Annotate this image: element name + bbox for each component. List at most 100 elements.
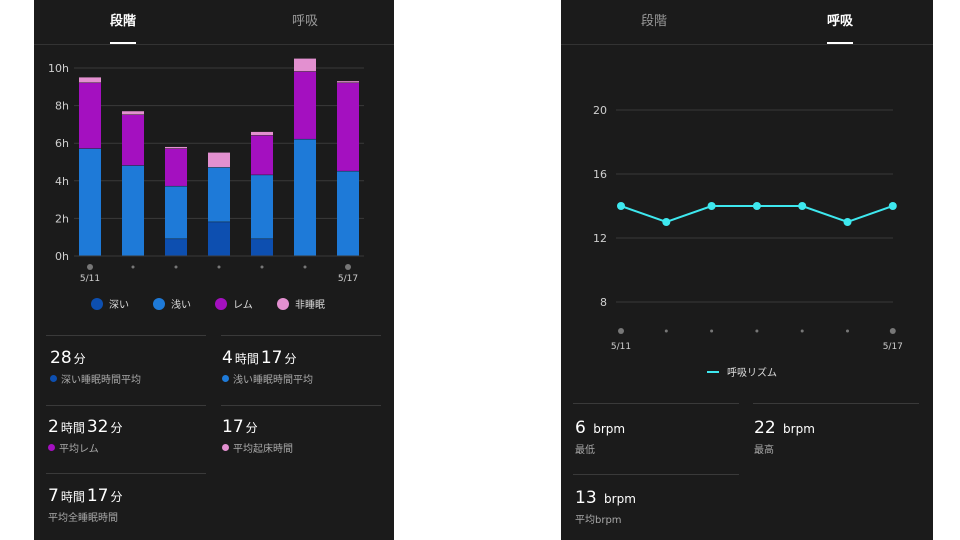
bar-segment [122,115,144,166]
legend-deep-label: 深い [109,300,129,311]
bar-segment [251,239,273,256]
legend-deep-swatch [91,297,103,310]
divider [221,335,381,336]
bar-segment [208,167,230,222]
bar-segment [122,111,144,115]
legend-awake: 非睡眠 [277,296,325,311]
x-tick-dot [710,329,714,333]
x-tick-dot [174,265,178,269]
bar-segment [251,135,273,175]
legend-breathing-label: 呼吸リズム [727,368,777,379]
x-tick-dot [131,265,135,269]
y-tick-label: 6h [55,137,69,150]
stat-value: 22 brpm [754,418,815,438]
stat-value: 17 分 [222,417,258,437]
bar-segment [79,77,101,83]
bar-segment [251,175,273,239]
stat-dot [48,444,55,451]
tab-breathing[interactable]: 呼吸 [826,14,854,29]
y-tick-label: 20 [593,104,607,117]
x-tick-dot [345,264,351,270]
data-point [617,202,625,210]
stat-label: 平均起床時間 [233,444,293,455]
active-tab-indicator [827,42,853,44]
x-tick-dot [618,328,624,334]
x-tick-label: 5/17 [338,274,358,282]
legend-awake-label: 非睡眠 [295,300,325,311]
stat-label: 平均全睡眠時間 [48,513,118,524]
stat-min-breath: 6 brpm 最低 [575,418,627,456]
divider [221,405,381,406]
y-tick-label: 4h [55,175,69,188]
tab-stages[interactable]: 段階 [109,14,137,29]
legend-light-swatch [153,297,165,310]
bar-segment [79,83,101,149]
y-tick-label: 0h [55,250,69,263]
stage-legend: 深い 浅い レム 非睡眠 [91,296,325,311]
y-tick-label: 12 [593,232,607,245]
y-tick-label: 2h [55,212,69,225]
data-point [662,218,671,226]
active-tab-indicator [110,42,136,44]
bar-segment [165,239,187,256]
divider [46,473,206,474]
bar-segment [208,222,230,256]
x-tick-label: 5/11 [611,342,631,352]
divider [573,403,739,404]
stat-value: 13 brpm [575,488,636,508]
divider [46,335,206,336]
x-tick-dot [664,329,668,333]
x-tick-dot [800,329,804,333]
stat-light-avg: 4 時間 17 分 浅い睡眠時間平均 [222,348,313,386]
tab-stages[interactable]: 段階 [640,14,668,29]
breathing-legend: 呼吸リズム [707,364,777,379]
sleep-stage-chart: 0h 2h 4h 6h 8h 10h 5/11 5/17 [48,58,364,282]
x-tick-dot [260,265,264,269]
bar-segment [165,146,187,149]
divider [753,403,919,404]
bar-segment [337,81,359,83]
tab-bar: 段階 呼吸 [561,0,933,45]
stat-label: 最高 [754,445,774,456]
data-point [707,202,716,210]
stat-avg-breath: 13 brpm 平均brpm [575,488,638,526]
stat-value: 6 brpm [575,418,626,438]
bar-segment [208,152,230,168]
y-tick-label: 8 [600,296,607,309]
bar-segment [79,148,101,256]
bar-segment [294,71,316,139]
bar-segment [251,131,273,136]
x-tick-dot [303,265,307,269]
stat-label: 深い睡眠時間平均 [61,375,141,386]
divider [46,405,206,406]
stat-value: 4 時間 17 分 [222,348,297,368]
bar-segment [294,139,316,256]
x-tick-dot [755,329,759,333]
data-point [888,202,897,210]
stat-rem-avg: 2 時間 32 分 平均レム [48,417,125,455]
legend-rem: レム [215,296,277,311]
stat-label: 平均レム [59,444,99,455]
bar-segment [165,148,187,186]
y-tick-label: 10h [48,62,69,75]
stat-deep-avg: 28 分 深い睡眠時間平均 [50,348,141,386]
breathing-rate-chart: 8 12 16 20 5/11 5/17 [593,104,903,352]
legend-rem-label: レム [233,300,253,311]
tab-breathing[interactable]: 呼吸 [291,14,319,29]
legend-light: 浅い [153,296,215,311]
stat-label: 浅い睡眠時間平均 [233,375,313,386]
data-point [798,202,807,210]
legend-light-label: 浅い [171,300,191,311]
stat-dot [222,444,229,451]
legend-line-swatch [707,370,719,373]
stat-value: 7 時間 17 分 [48,486,123,506]
data-point [752,202,761,210]
stat-value: 28 分 [50,348,86,368]
stat-dot [50,375,57,382]
sleep-stages-panel: 段階 呼吸 0h 2h 4h 6h 8h 10h 5/11 5/17 深い 浅い レム 非睡眠… [34,0,394,540]
x-tick-dot [217,265,221,269]
y-tick-label: 8h [55,100,69,113]
tab-bar: 段階 呼吸 [34,0,394,45]
legend-awake-swatch [277,297,289,310]
legend-rem-swatch [215,297,227,310]
